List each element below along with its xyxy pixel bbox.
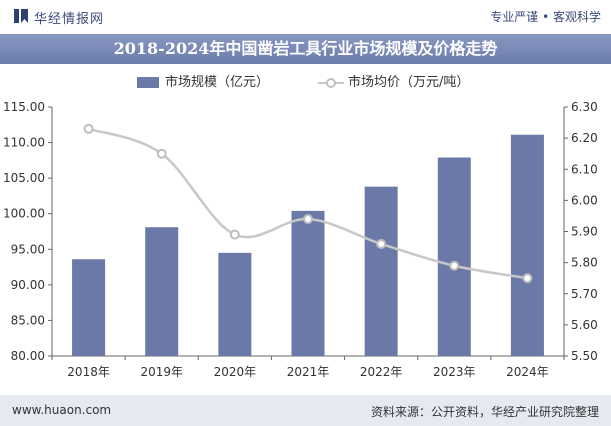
title-bar: 2018-2024年中国凿岩工具行业市场规模及价格走势 [0,34,611,64]
y-left-tick-label: 105.00 [3,171,45,185]
bar [291,210,325,356]
y-right-tick-label: 5.80 [571,256,598,270]
y-right-tick-label: 5.90 [571,225,598,239]
top-header: 华经情报网 专业严谨 • 客观科学 [0,0,611,34]
y-right-tick-label: 6.00 [571,193,598,207]
x-tick-label: 2021年 [287,365,330,379]
footer-bar: www.huaon.com 资料来源：公开资料，华经产业研究院整理 [0,395,611,426]
price-point [83,123,94,134]
x-tick-label: 2019年 [140,365,183,379]
y-left-tick-label: 115.00 [3,100,45,114]
price-point [156,148,167,159]
y-right-tick-label: 5.70 [571,287,598,301]
y-right-tick-label: 5.60 [571,318,598,332]
legend-label-avg-price: 市场均价（万元/吨） [348,75,470,90]
y-left-tick-label: 85.00 [11,313,45,327]
legend-swatch-bar [137,77,159,88]
y-left-tick-label: 90.00 [11,278,45,292]
price-point [376,238,387,249]
y-left-tick-label: 100.00 [3,207,45,221]
bar [218,252,252,356]
bar [510,134,544,356]
bookmark-logo-icon [14,9,28,23]
price-point [449,260,460,271]
y-right-tick-label: 6.20 [571,131,598,145]
y-left-tick-label: 110.00 [3,136,45,150]
brand-name: 华经情报网 [34,12,105,27]
bar [145,227,179,356]
chart-title: 2018-2024年中国凿岩工具行业市场规模及价格走势 [113,39,498,58]
y-right-tick-label: 6.10 [571,162,598,176]
footer-website[interactable]: www.huaon.com [12,403,112,417]
legend-swatch-line [318,78,344,88]
x-tick-label: 2022年 [360,365,403,379]
bar [437,157,471,356]
legend-label-market-size: 市场规模（亿元） [165,75,270,90]
bar [72,259,106,356]
price-point [229,229,240,240]
legend: 市场规模（亿元） 市场均价（万元/吨） [0,73,611,93]
x-tick-label: 2023年 [433,365,476,379]
y-left-tick-label: 80.00 [11,349,45,363]
y-right-tick-label: 5.50 [571,349,598,363]
x-tick-label: 2024年 [506,365,549,379]
y-left-tick-label: 95.00 [11,242,45,256]
price-point [522,273,533,284]
y-right-tick-label: 6.30 [571,100,598,114]
footer-source: 资料来源：公开资料，华经产业研究院整理 [370,405,599,419]
price-point [303,214,313,225]
x-tick-label: 2018年 [67,365,110,379]
tagline: 专业严谨 • 客观科学 [490,10,601,24]
x-tick-label: 2020年 [214,365,257,379]
bar [364,186,398,356]
